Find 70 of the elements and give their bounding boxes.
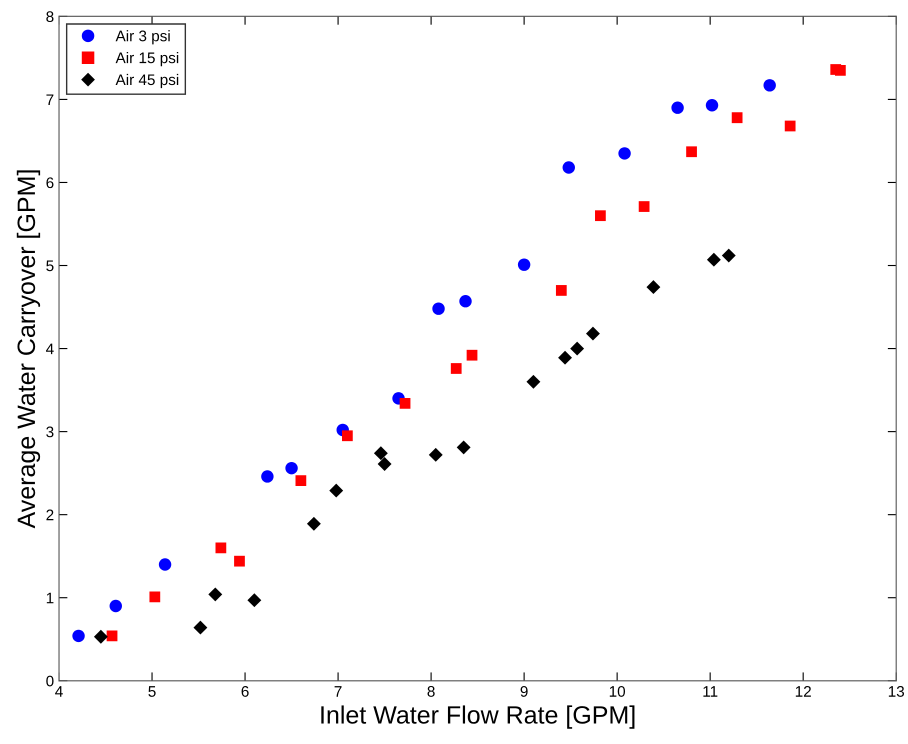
x-tick-label: 12 <box>796 686 811 697</box>
point <box>722 248 736 262</box>
point <box>306 516 321 531</box>
point <box>618 147 631 160</box>
point <box>518 258 530 271</box>
point <box>456 440 471 454</box>
y-tick-label: 7 <box>46 94 54 105</box>
point <box>732 112 743 124</box>
point <box>466 350 478 361</box>
x-tick-label: 13 <box>888 686 904 697</box>
x-tick-label: 7 <box>334 686 342 697</box>
point <box>158 558 172 571</box>
point <box>432 302 445 315</box>
x-axis-title: Inlet Water Flow Rate [GPM] <box>321 705 634 729</box>
point <box>94 630 108 644</box>
point <box>556 285 567 296</box>
point <box>72 630 85 642</box>
point <box>706 252 721 267</box>
point <box>526 374 540 389</box>
point <box>374 446 388 460</box>
point <box>149 592 160 602</box>
point <box>671 102 684 114</box>
point <box>342 430 353 442</box>
point <box>450 363 462 374</box>
y-tick-label: 1 <box>46 592 54 604</box>
y-axis-title: Average Water Carryover [GPM] <box>16 170 40 528</box>
y-tick-label: 5 <box>46 260 54 272</box>
point <box>208 587 222 602</box>
x-tick-label: 5 <box>148 686 156 697</box>
y-tick-label: 2 <box>46 510 54 520</box>
point <box>638 201 650 212</box>
point <box>784 120 796 132</box>
point <box>261 470 274 483</box>
point <box>570 342 584 356</box>
point <box>706 99 718 112</box>
point <box>686 146 697 158</box>
point <box>329 484 344 498</box>
y-tick-label: 6 <box>46 177 54 188</box>
point <box>378 457 392 471</box>
point <box>586 326 600 341</box>
x-tick-label: 9 <box>520 686 528 697</box>
point <box>400 398 410 409</box>
x-tick-label: 6 <box>242 686 249 697</box>
x-tick-label: 11 <box>703 686 718 697</box>
legend-label: Air 15 psi <box>116 52 178 66</box>
point <box>106 630 118 642</box>
point <box>835 64 846 76</box>
point <box>215 542 226 554</box>
y-tick-label: 4 <box>46 344 54 354</box>
point <box>193 620 208 635</box>
point <box>558 350 572 365</box>
point <box>285 462 298 474</box>
y-tick-label: 8 <box>46 11 54 22</box>
point <box>562 161 575 174</box>
legend-label: Air 3 psi <box>116 30 170 44</box>
point <box>763 79 776 92</box>
y-tick-label: 0 <box>46 676 54 686</box>
x-tick-label: 10 <box>610 686 626 697</box>
point <box>459 295 472 308</box>
point <box>110 600 122 612</box>
x-tick-label: 4 <box>55 686 63 697</box>
point <box>595 210 606 222</box>
x-tick-label: 8 <box>428 686 435 697</box>
y-tick-label: 3 <box>46 426 54 438</box>
point <box>428 448 443 462</box>
point <box>247 593 262 608</box>
point <box>295 475 306 486</box>
point <box>646 280 660 294</box>
legend-label: Air 45 psi <box>116 74 178 88</box>
point <box>234 556 245 567</box>
